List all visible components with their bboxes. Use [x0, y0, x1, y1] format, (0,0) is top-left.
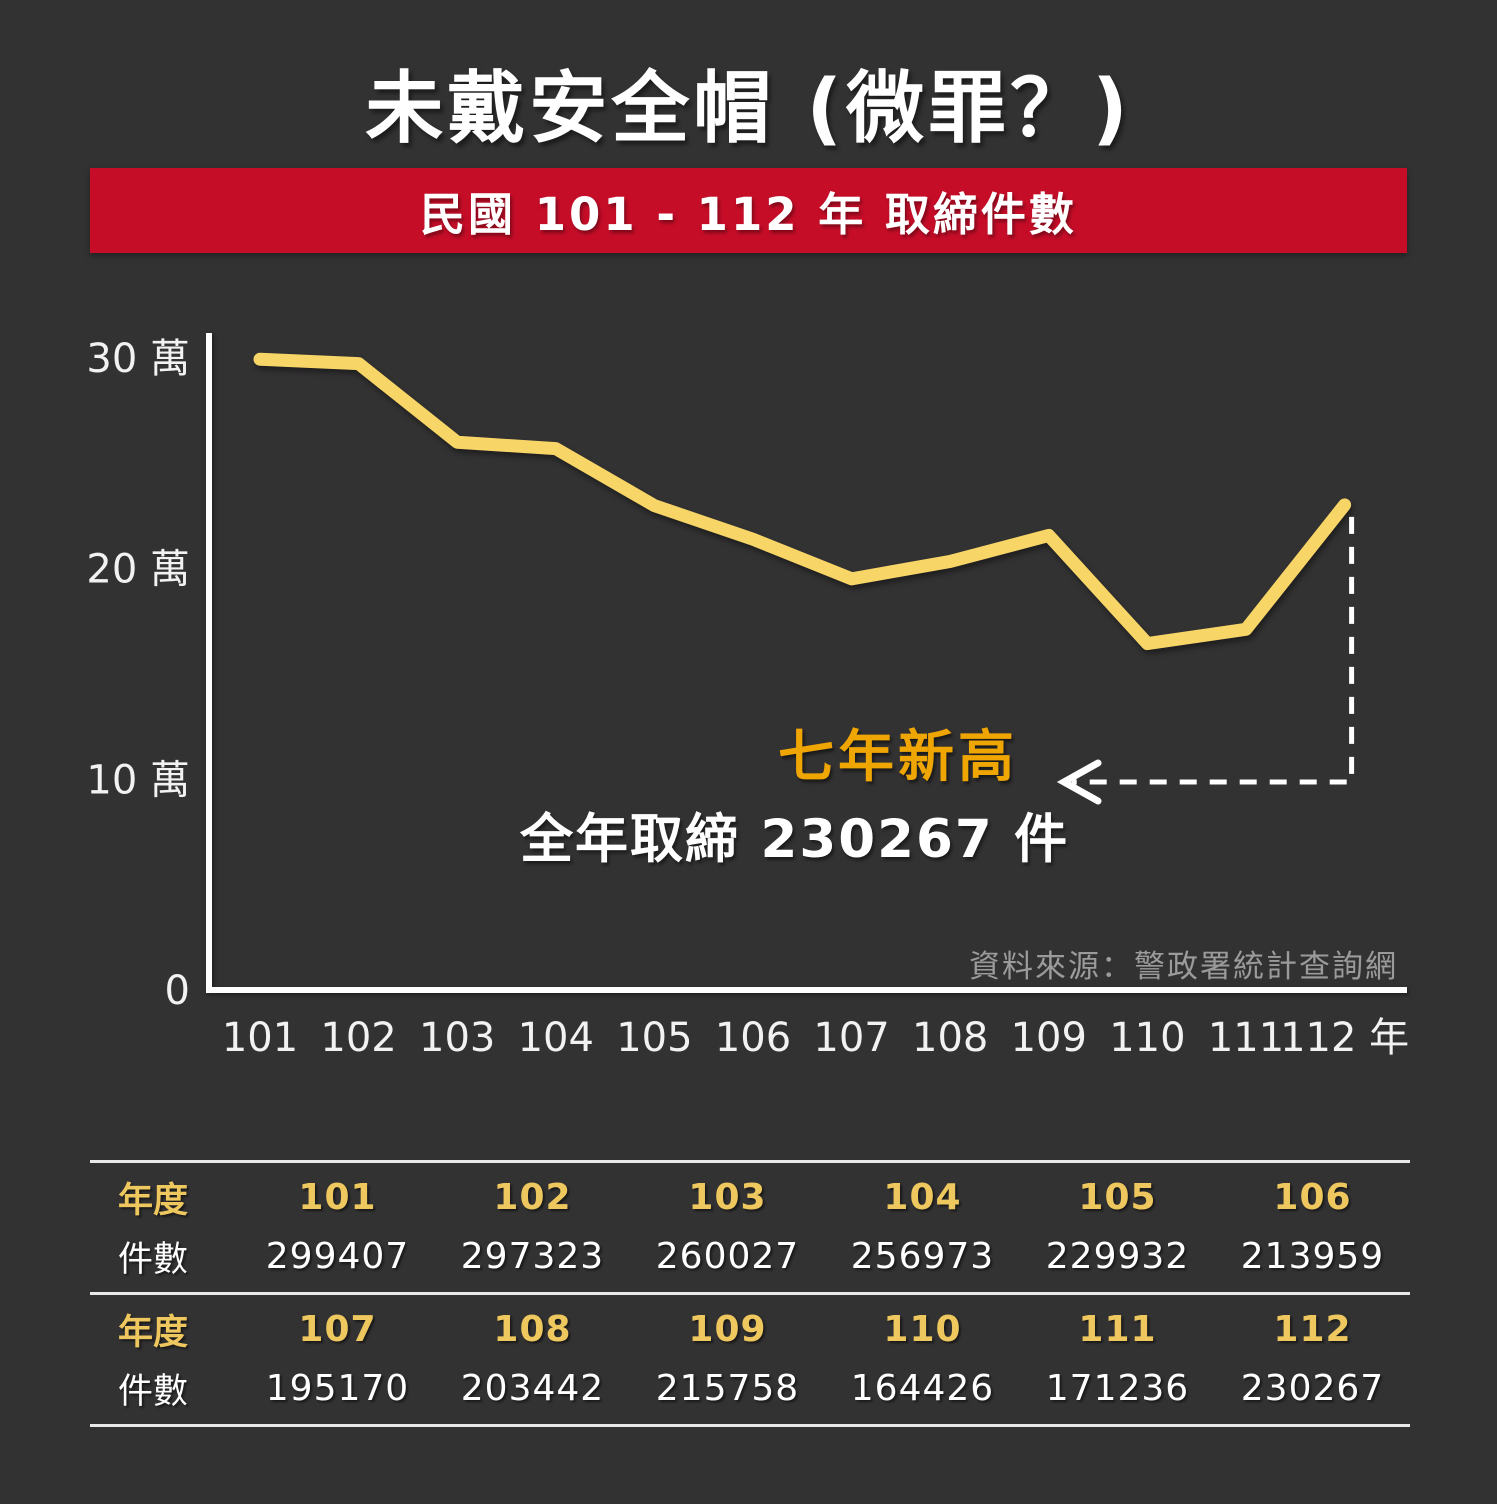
table-row-year: 年度 107 108 109 110 111 112 [90, 1300, 1410, 1359]
y-tick-label: 10 萬 [86, 757, 190, 803]
table-year-row-label: 年度 [118, 1181, 189, 1221]
page-title: 未戴安全帽 (微罪？) [365, 64, 1132, 154]
annotation-highlight: 七年新高 [778, 725, 1018, 790]
table-count-cell: 260027 [655, 1236, 800, 1277]
table-year-cell: 105 [1078, 1177, 1157, 1218]
x-tick-label: 108 [912, 1015, 988, 1061]
table-year-cell: 109 [688, 1309, 767, 1350]
table-count-cell: 256973 [850, 1236, 995, 1277]
table-year-cell: 103 [688, 1177, 767, 1218]
table-count-row-label: 件數 [118, 1372, 189, 1412]
table-count-cell: 229932 [1045, 1236, 1190, 1277]
table-year-cell: 106 [1273, 1177, 1352, 1218]
x-tick-label: 103 [419, 1015, 495, 1061]
table-count-cell: 213959 [1240, 1236, 1385, 1277]
table-count-cell: 297323 [460, 1236, 605, 1277]
x-tick-label: 102 [320, 1015, 396, 1061]
subtitle-banner-text: 民國 101 - 112 年 取締件數 [420, 188, 1077, 241]
table-year-cell: 112 [1273, 1309, 1352, 1350]
table-year-cell: 104 [883, 1177, 962, 1218]
annotation-arrowhead-icon [1056, 759, 1102, 805]
y-tick-label: 30 萬 [86, 336, 190, 382]
x-tick-label: 109 [1011, 1015, 1087, 1061]
x-tick-label: 105 [616, 1015, 692, 1061]
table-row-year: 年度 101 102 103 104 105 106 [90, 1168, 1410, 1227]
table-section: 年度 107 108 109 110 111 112 件數 195170 203442 215758… [90, 1292, 1410, 1424]
x-tick-label: 104 [518, 1015, 594, 1061]
table-section: 年度 101 102 103 104 105 106 件數 299407 297323 260027… [90, 1160, 1410, 1292]
chart-axes [206, 333, 1407, 993]
table-year-cell: 107 [298, 1309, 377, 1350]
x-tick-label: 101 [222, 1015, 298, 1061]
table-count-cell: 195170 [265, 1368, 410, 1409]
y-tick-label: 20 萬 [86, 547, 190, 593]
table-row-count: 件數 299407 297323 260027 256973 229932 213959 [90, 1227, 1410, 1286]
annotation-arrow-dashed-line [1072, 516, 1355, 785]
table-year-cell: 101 [298, 1177, 377, 1218]
subtitle-banner: 民國 101 - 112 年 取締件數 [90, 168, 1407, 253]
table-count-cell: 215758 [655, 1368, 800, 1409]
table-year-cell: 111 [1078, 1309, 1157, 1350]
x-tick-label: 106 [715, 1015, 791, 1061]
x-tick-label: 107 [813, 1015, 889, 1061]
table-count-cell: 171236 [1045, 1368, 1190, 1409]
table-year-cell: 108 [493, 1309, 572, 1350]
line-chart: 30 萬 20 萬 10 萬 0 101 102 103 104 105 106 107 108 109… [86, 333, 1409, 1061]
y-tick-label: 0 [165, 968, 190, 1014]
table-year-cell: 110 [883, 1309, 962, 1350]
source-note: 資料來源：警政署統計查詢網 [969, 949, 1398, 985]
table-row-count: 件數 195170 203442 215758 164426 171236 230267 [90, 1359, 1410, 1418]
data-table: 年度 101 102 103 104 105 106 件數 299407 297323 260027… [90, 1160, 1410, 1427]
x-tick-label: 110 [1109, 1015, 1185, 1061]
table-count-row-label: 件數 [118, 1240, 189, 1280]
data-line [253, 352, 1352, 651]
table-count-cell: 299407 [265, 1236, 410, 1277]
table-year-cell: 102 [493, 1177, 572, 1218]
x-tick-label: 112 年 [1280, 1015, 1409, 1061]
annotation-detail: 全年取締 230267 件 [520, 809, 1070, 870]
table-count-cell: 230267 [1240, 1368, 1385, 1409]
table-year-row-label: 年度 [118, 1313, 189, 1353]
table-count-cell: 203442 [460, 1368, 605, 1409]
x-tick-label: 111 [1208, 1015, 1284, 1061]
table-count-cell: 164426 [850, 1368, 995, 1409]
